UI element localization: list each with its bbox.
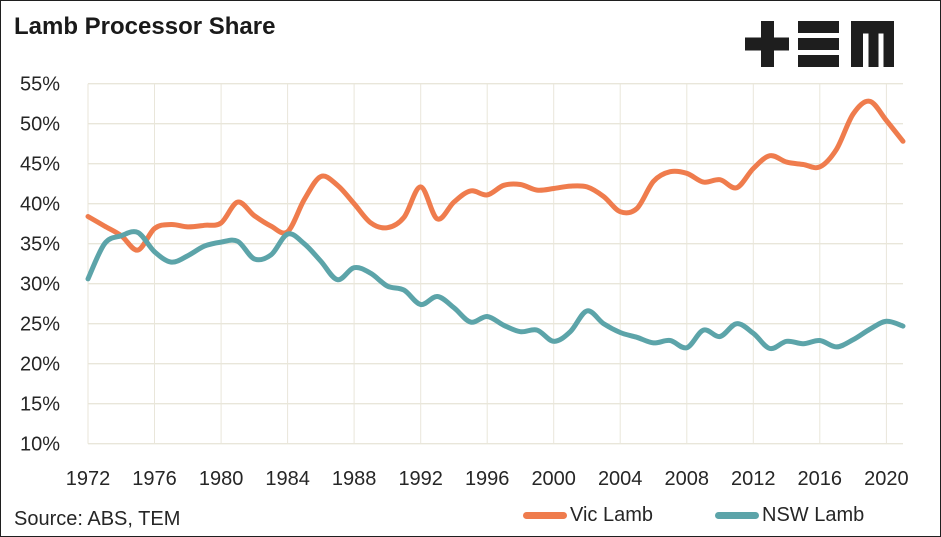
tem-logo <box>745 21 894 67</box>
y-tick-label: 35% <box>20 234 60 256</box>
x-tick-label: 1984 <box>265 468 310 490</box>
x-tick-label: 1996 <box>465 468 510 490</box>
x-tick-label: 2004 <box>598 468 643 490</box>
series-line <box>85 98 906 253</box>
x-tick-label: 1980 <box>199 468 244 490</box>
plus-icon <box>745 21 789 67</box>
x-tick-label: 1972 <box>66 468 111 490</box>
triple-bar-icon <box>798 21 839 67</box>
legend-item-nsw: NSW Lamb <box>715 504 864 526</box>
y-tick-label: 25% <box>20 314 60 336</box>
source-note: Source: ABS, TEM <box>14 508 181 530</box>
legend-item-vic: Vic Lamb <box>523 504 653 526</box>
legend-swatch <box>523 511 567 519</box>
x-tick-label: 2000 <box>531 468 576 490</box>
x-tick-label: 2008 <box>665 468 710 490</box>
y-tick-label: 55% <box>20 74 60 96</box>
x-tick-label: 2020 <box>864 468 909 490</box>
x-tick-label: 1988 <box>332 468 377 490</box>
series-line <box>85 229 906 352</box>
y-tick-label: 50% <box>20 114 60 136</box>
x-tick-label: 1992 <box>398 468 443 490</box>
legend-label: Vic Lamb <box>570 503 654 526</box>
y-tick-label: 40% <box>20 194 60 216</box>
y-tick-label: 20% <box>20 354 60 376</box>
x-tick-label: 2016 <box>798 468 843 490</box>
chart-title: Lamb Processor Share <box>14 13 276 40</box>
legend-label: NSW Lamb <box>762 503 865 526</box>
legend-swatch <box>715 511 759 519</box>
x-tick-label: 2012 <box>731 468 776 490</box>
x-tick-label: 1976 <box>132 468 177 490</box>
y-tick-label: 10% <box>20 434 60 456</box>
y-tick-label: 30% <box>20 274 60 296</box>
m-glyph-icon <box>851 21 894 67</box>
y-tick-label: 15% <box>20 394 60 416</box>
y-tick-label: 45% <box>20 154 60 176</box>
